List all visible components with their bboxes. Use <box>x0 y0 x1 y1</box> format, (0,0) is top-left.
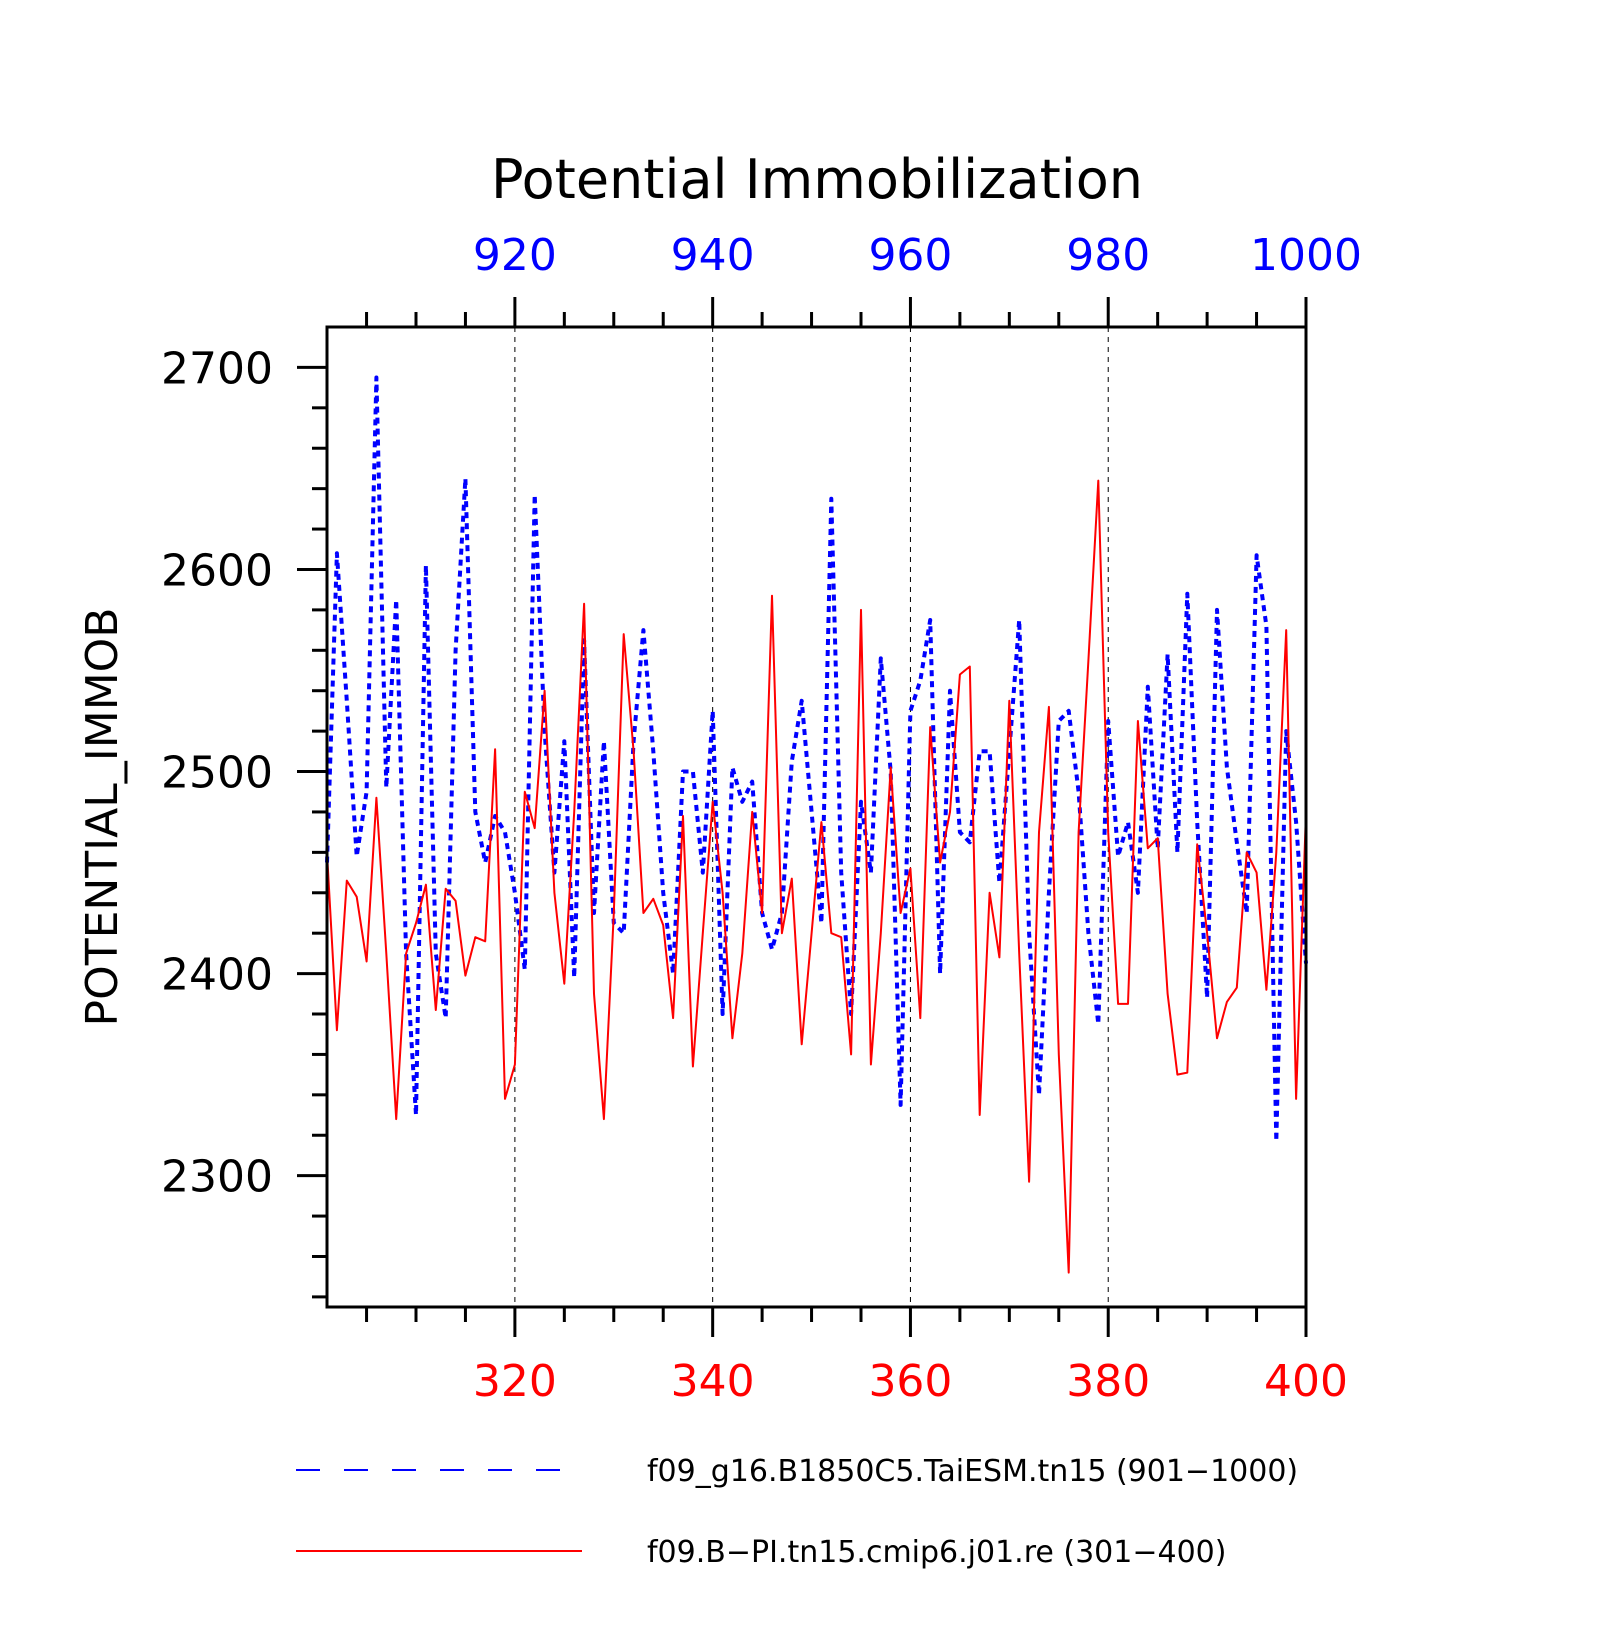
x-bottom-tick-label: 360 <box>868 1356 952 1407</box>
x-top-tick-label: 980 <box>1066 230 1150 281</box>
x-top-tick-label: 940 <box>671 230 755 281</box>
x-bottom-tick-label: 400 <box>1264 1356 1348 1407</box>
y-tick-label: 2500 <box>161 748 273 799</box>
series-line-1 <box>325 375 1308 1144</box>
legend-label-series-1: f09_g16.B1850C5.TaiESM.tn15 (901−1000) <box>647 1454 1298 1489</box>
x-top-tick-label: 1000 <box>1250 230 1362 281</box>
series-layer <box>325 375 1308 1274</box>
y-axis-label: POTENTIAL_IMMOB <box>77 608 128 1027</box>
axis-layer: 320 340 360 380 400 920 940 960 980 1000 2300 2400 2… <box>161 230 1362 1407</box>
y-tick-label: 2400 <box>161 950 273 1001</box>
chart-title: Potential Immobilization <box>491 148 1143 211</box>
legend: f09_g16.B1850C5.TaiESM.tn15 (901−1000) f… <box>296 1454 1298 1570</box>
x-top-tick-label: 920 <box>473 230 557 281</box>
y-tick-label: 2700 <box>161 343 273 394</box>
y-tick-label: 2600 <box>161 545 273 596</box>
y-tick-label: 2300 <box>161 1152 273 1203</box>
x-bottom-tick-label: 380 <box>1066 1356 1150 1407</box>
legend-label-series-2: f09.B−PI.tn15.cmip6.j01.re (301−400) <box>647 1535 1226 1570</box>
x-bottom-tick-label: 340 <box>671 1356 755 1407</box>
x-bottom-tick-label: 320 <box>473 1356 557 1407</box>
series-line-2 <box>326 479 1307 1274</box>
x-top-tick-label: 960 <box>868 230 952 281</box>
plot-frame <box>325 325 1308 1309</box>
